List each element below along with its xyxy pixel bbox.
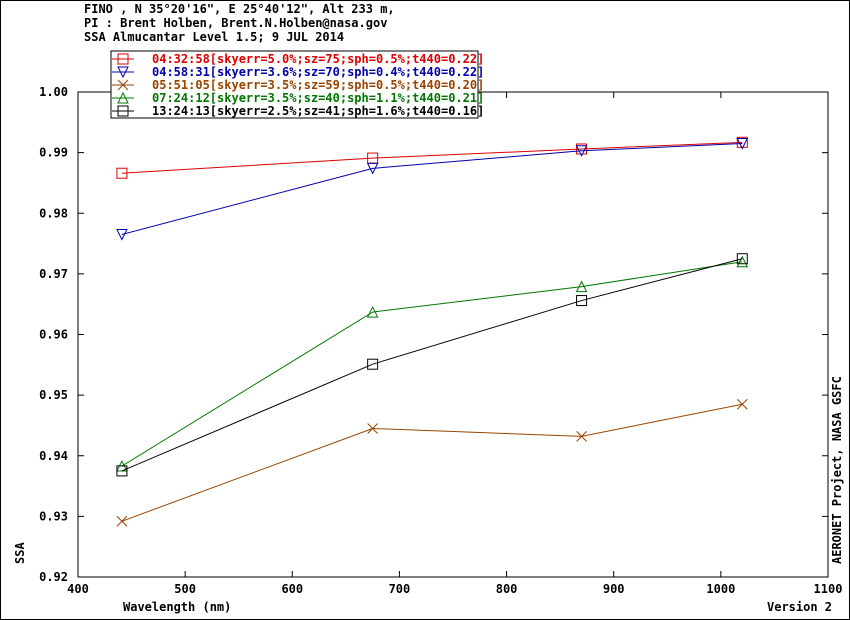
y-axis-label: SSA bbox=[13, 542, 27, 564]
data-point bbox=[736, 253, 748, 265]
legend-box bbox=[110, 50, 479, 119]
series-line bbox=[121, 141, 743, 174]
series-line bbox=[121, 261, 743, 467]
series-3 bbox=[116, 398, 748, 527]
y-tick-label: 0.96 bbox=[39, 328, 68, 342]
data-point bbox=[736, 255, 749, 268]
y-tick-label: 0.97 bbox=[39, 267, 68, 281]
series-line bbox=[121, 143, 743, 235]
data-point bbox=[116, 515, 128, 527]
plot-area bbox=[77, 91, 829, 578]
legend-marker bbox=[117, 91, 129, 104]
legend-marker bbox=[117, 53, 129, 65]
legend-marker bbox=[117, 105, 129, 117]
credit-label: AERONET Project, NASA GSFC bbox=[830, 376, 844, 564]
y-tick-label: 0.92 bbox=[39, 570, 68, 584]
version-label: Version 2 bbox=[767, 600, 832, 614]
data-point bbox=[366, 305, 379, 318]
y-tick-label: 0.93 bbox=[39, 509, 68, 523]
x-tick-label: 800 bbox=[496, 582, 518, 596]
data-point bbox=[576, 143, 588, 155]
series-5 bbox=[116, 253, 748, 477]
y-tick-label: 0.98 bbox=[39, 206, 68, 220]
chart-title-product: SSA Almucantar Level 1.5; 9 JUL 2014 bbox=[84, 30, 345, 44]
x-tick-label: 1100 bbox=[814, 582, 843, 596]
series-4 bbox=[116, 255, 749, 472]
data-point bbox=[367, 358, 379, 370]
data-point bbox=[575, 145, 588, 157]
data-point bbox=[116, 167, 128, 179]
y-tick-label: 0.95 bbox=[39, 388, 68, 402]
series-2 bbox=[116, 138, 749, 241]
legend-label: 04:32:58[skyerr=5.0%;sz=75;sph=0.5%;t440… bbox=[152, 52, 484, 66]
legend-marker bbox=[117, 66, 129, 79]
legend-label: 07:24:12[skyerr=3.5%;sz=40;sph=1.1%;t440… bbox=[152, 91, 484, 105]
data-point bbox=[575, 280, 588, 293]
x-tick-label: 700 bbox=[389, 582, 411, 596]
legend-label: 05:51:05[skyerr=3.5%;sz=59;sph=0.5%;t440… bbox=[152, 78, 484, 92]
data-point bbox=[576, 430, 587, 442]
series-1 bbox=[116, 136, 748, 179]
data-point bbox=[736, 398, 748, 410]
legend-label: 13:24:13[skyerr=2.5%;sz=41;sph=1.6%;t440… bbox=[152, 104, 484, 118]
x-tick-label: 500 bbox=[174, 582, 196, 596]
y-tick-label: 0.94 bbox=[39, 449, 68, 463]
chart-title-site: FINO , N 35°20'16", E 25°40'12", Alt 233… bbox=[84, 2, 395, 16]
data-point bbox=[367, 423, 378, 434]
data-point bbox=[116, 465, 128, 477]
legend-marker bbox=[117, 79, 129, 91]
x-tick-label: 600 bbox=[281, 582, 303, 596]
y-tick-label: 0.99 bbox=[39, 146, 68, 160]
x-tick-label: 900 bbox=[603, 582, 625, 596]
x-tick-label: 1000 bbox=[706, 582, 735, 596]
legend-label: 04:58:31[skyerr=3.6%;sz=70;sph=0.4%;t440… bbox=[152, 65, 484, 79]
series-line bbox=[121, 403, 743, 522]
data-point bbox=[736, 136, 748, 148]
data-point bbox=[736, 138, 749, 150]
chart-title-pi: PI : Brent Holben, Brent.N.Holben@nasa.g… bbox=[84, 16, 388, 30]
data-point bbox=[116, 228, 128, 241]
data-point bbox=[576, 295, 588, 307]
x-axis-label: Wavelength (nm) bbox=[123, 600, 231, 614]
data-point bbox=[366, 162, 379, 175]
y-tick-label: 1.00 bbox=[39, 85, 68, 99]
series-line bbox=[121, 258, 743, 472]
x-tick-label: 400 bbox=[67, 582, 89, 596]
